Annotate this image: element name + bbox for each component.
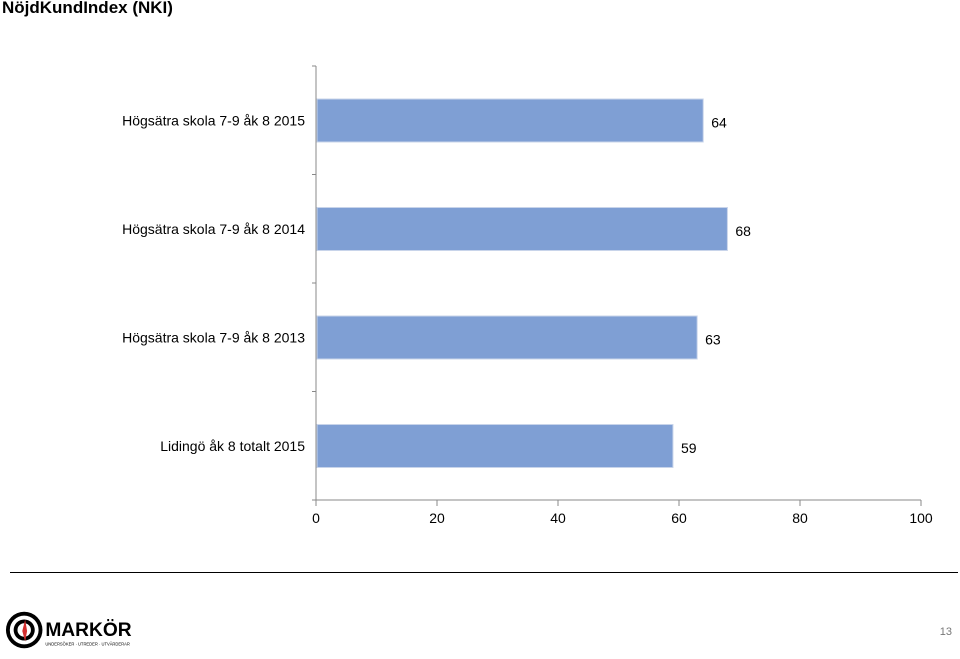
x-tick-label: 80 (792, 510, 808, 526)
data-label: 64 (711, 115, 727, 131)
logo-wordmark: MARKÖR (45, 620, 131, 641)
page-title: NöjdKundIndex (NKI) (2, 0, 173, 17)
logo-tagline: UNDERSÖKER · UTREDER · UTVÄRDERAR (45, 641, 130, 646)
category-label: Högsätra skola 7-9 åk 8 2013 (122, 330, 305, 346)
bar (316, 424, 674, 468)
x-tick-label: 40 (550, 510, 566, 526)
divider (10, 572, 958, 573)
x-tick-label: 100 (909, 510, 933, 526)
category-label: Lidingö åk 8 totalt 2015 (160, 438, 305, 454)
x-tick-label: 60 (671, 510, 687, 526)
target-icon (5, 611, 43, 649)
bar (316, 315, 698, 360)
category-label: Högsätra skola 7-9 åk 8 2014 (122, 221, 305, 237)
data-label: 63 (705, 332, 721, 348)
bar (316, 98, 704, 143)
category-label: Högsätra skola 7-9 åk 8 2015 (122, 113, 305, 129)
x-tick-label: 0 (312, 510, 320, 526)
x-tick-label: 20 (429, 510, 445, 526)
data-label: 68 (735, 223, 751, 239)
markor-logo: MARKÖR UNDERSÖKER · UTREDER · UTVÄRDERAR (5, 611, 132, 649)
page-number: 13 (939, 626, 952, 638)
bar-chart: 0 20 40 60 80 100 Högsätra skola 7-9 åk 8 2015… (122, 65, 933, 526)
data-label: 59 (681, 440, 697, 456)
bar (316, 207, 728, 251)
